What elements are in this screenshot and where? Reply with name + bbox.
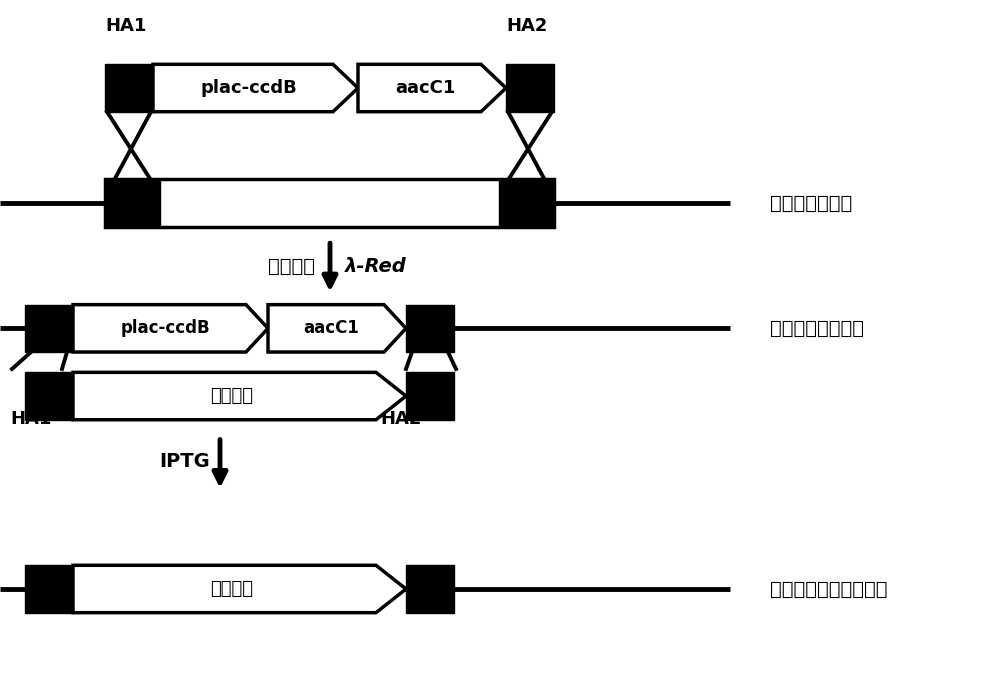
Bar	[25, 565, 73, 613]
Text: HA2: HA2	[380, 410, 421, 428]
Text: 抗性菌株的基因组: 抗性菌株的基因组	[770, 319, 864, 338]
Bar	[105, 64, 153, 112]
Polygon shape	[73, 372, 406, 420]
Text: aacC1: aacC1	[396, 79, 456, 97]
Text: 目的基因: 目的基因	[210, 580, 254, 598]
Text: plac-ccdB: plac-ccdB	[120, 320, 210, 337]
Text: λ-Red: λ-Red	[345, 257, 407, 276]
Bar	[25, 372, 73, 420]
Text: HA2: HA2	[506, 17, 547, 35]
Text: HA1: HA1	[10, 410, 51, 428]
Text: HA1: HA1	[105, 17, 146, 35]
Bar	[499, 179, 554, 227]
Bar	[105, 179, 160, 227]
Polygon shape	[153, 64, 358, 112]
Bar	[506, 64, 554, 112]
Text: aacC1: aacC1	[304, 320, 359, 337]
Bar	[105, 179, 554, 227]
Polygon shape	[73, 565, 406, 613]
Text: 宿主菌的基因组: 宿主菌的基因组	[770, 194, 852, 213]
Text: 庆大霉素: 庆大霉素	[268, 257, 315, 276]
Text: 基因敲入菌株的基因组: 基因敲入菌株的基因组	[770, 580, 888, 598]
Text: plac-ccdB: plac-ccdB	[201, 79, 298, 97]
Bar	[406, 305, 454, 352]
Bar	[406, 372, 454, 420]
Polygon shape	[358, 64, 506, 112]
Bar	[406, 565, 454, 613]
Text: IPTG: IPTG	[159, 452, 210, 471]
Polygon shape	[268, 305, 406, 352]
Polygon shape	[73, 305, 268, 352]
Text: 目的基因: 目的基因	[210, 387, 254, 405]
Bar	[25, 305, 73, 352]
